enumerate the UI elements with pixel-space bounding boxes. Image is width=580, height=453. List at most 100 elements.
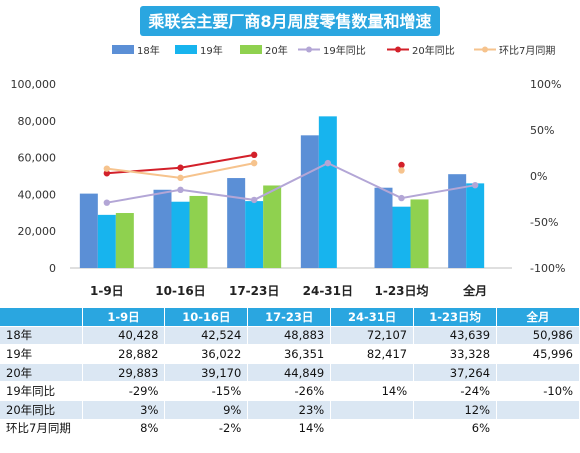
y-right-tick-label: 100% [530, 78, 561, 91]
table-cell: 39,170 [164, 363, 249, 383]
y-right-tick-label: -50% [530, 216, 558, 229]
y-left-tick-label: 80,000 [18, 115, 57, 128]
table-cell: 23% [247, 400, 332, 420]
table-row: 20年 29,883 39,170 44,849 37,264 [0, 363, 580, 383]
table-cell: 14% [247, 419, 332, 439]
point-环比7月同期-17-23日 [250, 159, 258, 167]
table-row-label: 环比7月同期 [0, 419, 83, 439]
table-cell: 28,882 [82, 344, 166, 364]
table-cell: 50,986 [496, 326, 580, 346]
point-19年同比-全月 [471, 182, 479, 189]
y-right-tick-label: -100% [530, 262, 565, 275]
table-cell: 29,883 [82, 363, 166, 383]
y-left-tick-label: 60,000 [18, 152, 57, 165]
table-row: 20年同比 3% 9% 23% 12% [0, 400, 580, 420]
legend-label: 环比7月同期 [499, 45, 555, 57]
legend-label: 18年 [137, 44, 160, 57]
table-header-cell: 1-23日均 [413, 308, 498, 327]
bar-20年-17-23日 [263, 185, 282, 268]
table-cell: 8% [82, 419, 166, 439]
table-header-cell: 1-9日 [82, 308, 166, 327]
table-row-label: 18年 [0, 326, 83, 346]
legend: 18年 19年 20年 19年同比 20年同比 环比7月同期 [112, 44, 555, 57]
bar-19年-10-16日 [171, 201, 190, 268]
legend-item: 20年同比 [387, 44, 455, 57]
point-20年同比-17-23日 [250, 151, 258, 159]
legend-item: 18年 [112, 44, 160, 57]
title-banner [140, 6, 440, 36]
bar-18年-10-16日 [153, 189, 172, 268]
x-tick-label: 10-16日 [155, 284, 205, 298]
table-cell: 36,022 [164, 344, 249, 364]
bar-20年-1-9日 [115, 213, 134, 268]
bar-18年-24-31日 [300, 135, 319, 268]
bars [79, 116, 485, 268]
bar-20年-1-23日均 [410, 199, 429, 268]
table-cell: 44,849 [247, 363, 332, 383]
table-cell: 42,524 [164, 326, 249, 346]
y-left-tick-label: 20,000 [18, 225, 57, 238]
point-19年同比-1-23日均 [398, 194, 405, 202]
table-cell: 6% [413, 419, 498, 439]
table-header-cell: 全月 [496, 308, 580, 327]
table-cell: 14% [330, 381, 415, 401]
table-cell: 12% [413, 400, 498, 420]
table-cell [496, 400, 580, 420]
y-left-tick-label: 0 [49, 262, 56, 275]
table-cell: -24% [413, 381, 498, 401]
x-tick-label: 1-9日 [90, 284, 124, 298]
lines [103, 151, 479, 206]
point-19年同比-1-9日 [103, 199, 111, 206]
point-19年同比-24-31日 [324, 159, 332, 167]
table-row-label: 19年 [0, 344, 83, 364]
legend-item: 20年 [240, 44, 288, 57]
legend-swatch [175, 45, 197, 54]
table-cell: 43,639 [413, 326, 498, 346]
legend-label: 20年 [265, 44, 288, 57]
y-right-tick-label: 0% [530, 170, 547, 183]
table-cell: 9% [164, 400, 249, 420]
table-cell: 72,107 [330, 326, 415, 346]
bar-18年-1-23日均 [374, 187, 393, 268]
table-cell: 45,996 [496, 344, 580, 364]
bar-18年-1-9日 [79, 193, 98, 268]
table-cell: 36,351 [247, 344, 332, 364]
table-cell: -15% [164, 381, 249, 401]
right-axis: -100% -50% 0% 50% 100% [530, 78, 565, 275]
table-header-cell: 17-23日 [247, 308, 332, 327]
point-20年同比-1-23日均 [398, 161, 405, 169]
legend-label: 19年 [200, 44, 223, 57]
table-cell [330, 419, 415, 439]
left-axis: 0 20,000 40,000 60,000 80,000 100,000 [11, 78, 512, 275]
legend-label: 19年同比 [323, 44, 366, 57]
x-tick-label: 全月 [462, 283, 487, 298]
table-cell: -10% [496, 381, 580, 401]
y-left-tick-label: 100,000 [11, 78, 57, 91]
table-cell: -2% [164, 419, 249, 439]
bar-20年-10-16日 [189, 195, 208, 268]
table-cell [496, 419, 580, 439]
line-19年同比 [106, 162, 476, 204]
table-cell: 33,328 [413, 344, 498, 364]
table-cell: 48,883 [247, 326, 332, 346]
x-tick-label: 24-31日 [303, 284, 353, 298]
legend-swatch [240, 45, 262, 54]
table-row: 18年 40,428 42,524 48,883 72,107 43,639 50,986 [0, 326, 580, 346]
legend-swatch-marker [482, 46, 488, 53]
point-环比7月同期-1-23日均 [398, 167, 405, 174]
point-环比7月同期-10-16日 [177, 174, 184, 182]
table-row: 19年 28,882 36,022 36,351 82,417 33,328 45,996 [0, 344, 580, 364]
table-row: 环比7月同期 8% -2% 14% 6% [0, 419, 580, 439]
legend-item: 环比7月同期 [474, 45, 555, 57]
legend-swatch-marker [395, 46, 401, 53]
data-table: 1-9日 10-16日 17-23日 24-31日 1-23日均 全月 18年 4… [0, 308, 580, 439]
table-cell [496, 363, 580, 383]
legend-item: 19年同比 [298, 44, 366, 57]
bar-19年-24-31日 [318, 116, 337, 268]
table-cell: -26% [247, 381, 332, 401]
y-right-tick-label: 50% [530, 124, 554, 137]
legend-label: 20年同比 [412, 44, 455, 57]
chart-title: 乘联会主要厂商8月周度零售数量和增速 [147, 12, 431, 31]
bar-19年-1-23日均 [392, 206, 411, 268]
bar-19年-17-23日 [245, 201, 264, 268]
